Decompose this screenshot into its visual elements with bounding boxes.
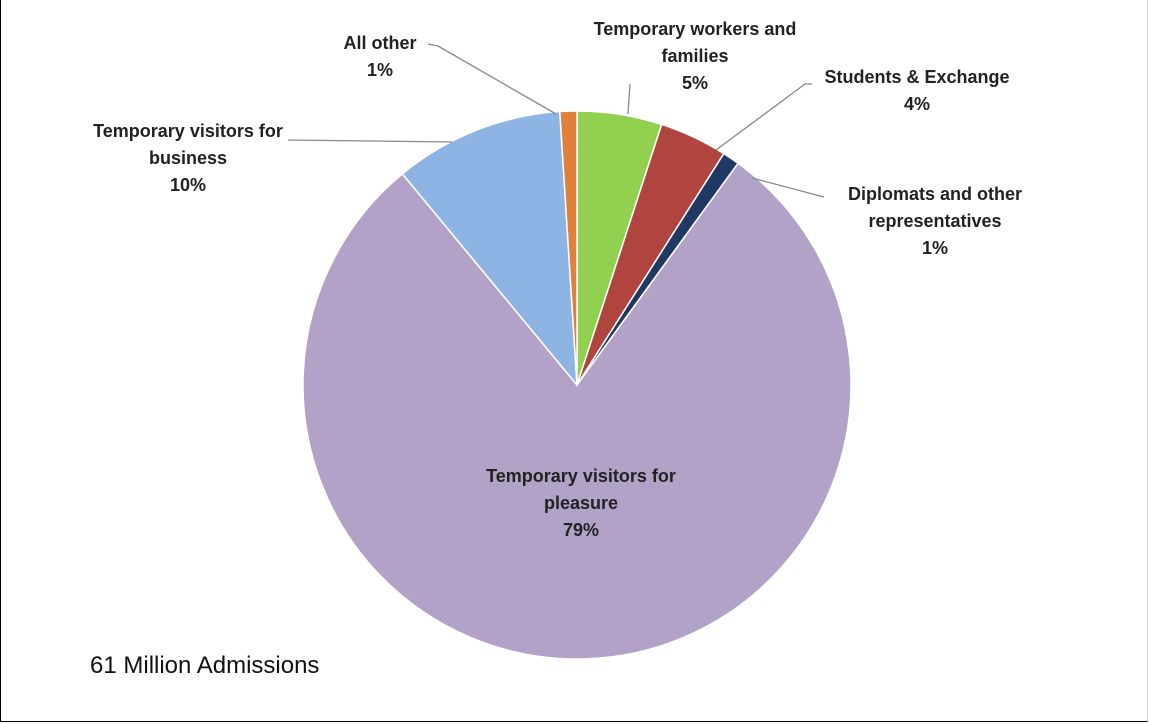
pie-slice [302,162,852,660]
slice-label: Temporary workers and families 5% [580,16,810,97]
category-label: Students & Exchange [824,67,1010,87]
value-label: 1% [921,238,948,258]
value-label: 1% [366,60,393,80]
leader-line [627,83,631,115]
category-label: Temporary workers and families [593,19,797,66]
slice-label: Temporary visitors for pleasure 79% [471,463,691,544]
pie-slice [558,110,578,386]
category-label: All other [343,33,417,53]
category-label: Temporary visitors for pleasure [486,466,676,513]
slice-label: Temporary visitors for business 10% [83,118,293,199]
value-label: 4% [903,94,930,114]
value-label: 10% [169,175,207,195]
value-label: 5% [681,73,708,93]
leader-line [287,139,453,143]
chart-subtitle: 61 Million Admissions [90,652,320,679]
leader-line [715,83,812,151]
leader-lines [287,43,825,198]
slice-label: Students & Exchange 4% [792,64,1042,118]
value-label: 79% [562,520,600,540]
category-label: Temporary visitors for business [93,121,283,168]
leader-line [751,177,825,198]
slice-label: Diplomats and other representatives 1% [815,181,1055,262]
slice-label: All other 1% [325,30,435,84]
pie-slice [401,110,578,388]
category-label: Diplomats and other representatives [847,184,1022,231]
leader-line [427,43,557,115]
